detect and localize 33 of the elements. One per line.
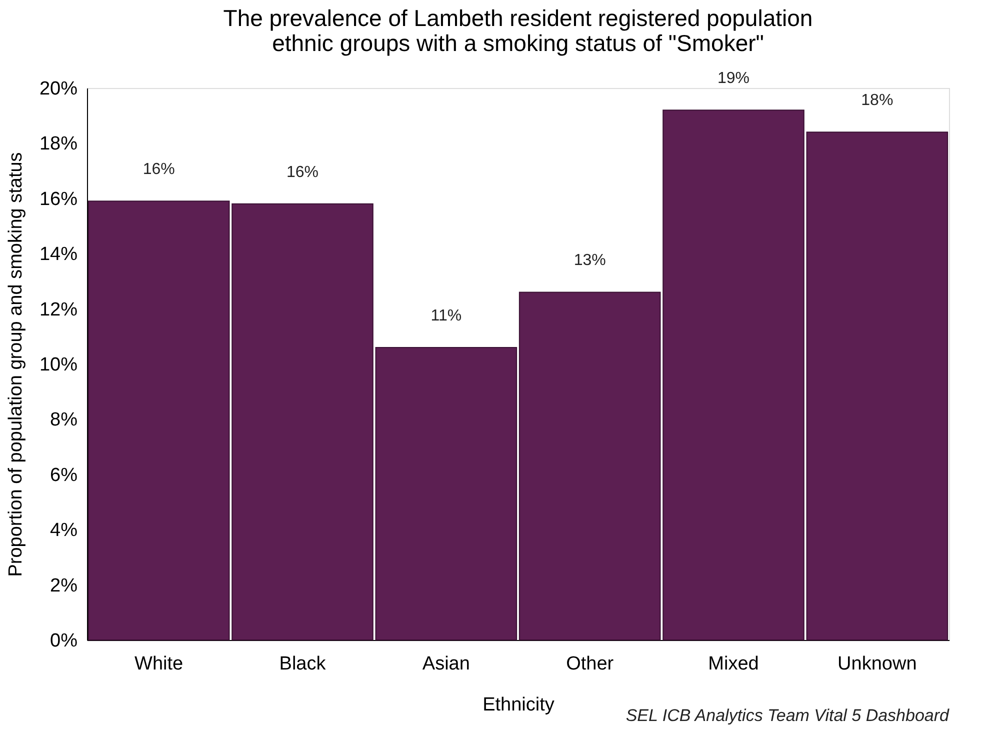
- x-tick-label: Unknown: [838, 654, 917, 674]
- text: SEL ICB Analytics Team Vital 5 Dashboard: [626, 706, 950, 725]
- x-tick-label: White: [134, 654, 184, 674]
- data-label: 16%: [142, 161, 175, 178]
- y-tick-label: 6%: [50, 464, 78, 486]
- y-tick-label: 10%: [39, 354, 78, 376]
- bar: [375, 346, 518, 640]
- x-tick-label: Mixed: [708, 654, 759, 674]
- chart-title: The prevalence of Lambeth resident registered population ethnic groups with a smoking status of "Smoker": [223, 5, 813, 56]
- y-tick-label: 20%: [39, 78, 78, 100]
- data-label: 19%: [717, 70, 750, 88]
- x-tick-label: Asian: [422, 654, 470, 674]
- y-tick-label: 16%: [39, 188, 78, 210]
- y-tick-label: 0%: [50, 630, 78, 652]
- y-tick-label: 14%: [39, 244, 78, 266]
- bar: [232, 203, 374, 640]
- y-tick-label: 4%: [50, 520, 78, 542]
- data-label: 18%: [861, 92, 894, 110]
- bar: [88, 200, 230, 640]
- bar: [518, 292, 661, 640]
- bar: [806, 132, 948, 640]
- y-axis-title: Proportion of population group and smoking status: [5, 152, 26, 577]
- data-label: 16%: [286, 164, 319, 181]
- y-tick-label: 8%: [50, 410, 78, 431]
- data-label: 13%: [574, 252, 606, 270]
- y-tick-label: 2%: [50, 575, 78, 596]
- x-tick-label: Other: [566, 654, 614, 674]
- bar: [662, 110, 804, 640]
- y-tick-label: 18%: [39, 134, 78, 155]
- x-tick-label: Black: [279, 654, 326, 674]
- y-tick-label: 12%: [39, 299, 78, 320]
- x-axis-title: Ethnicity: [482, 694, 555, 716]
- data-label: 11%: [430, 307, 462, 324]
